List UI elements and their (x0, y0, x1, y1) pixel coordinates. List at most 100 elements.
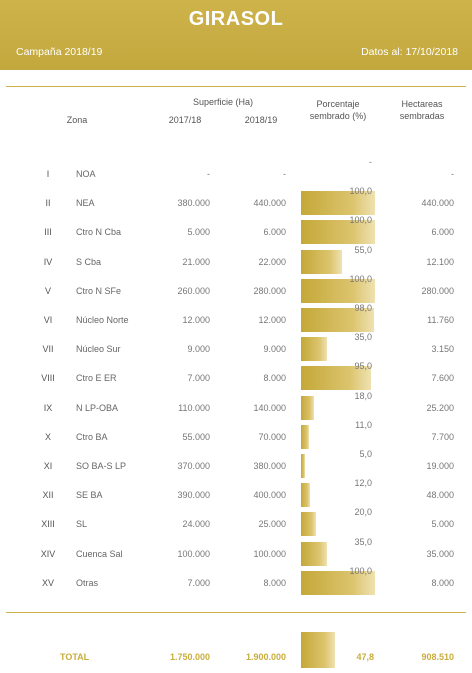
table-row: VI Núcleo Norte 12.000 12.000 98,0 11.760 (0, 303, 472, 332)
surface-2017: 24.000 (182, 519, 210, 530)
pct-cell: - (301, 157, 375, 186)
total-pct-bar (301, 632, 335, 668)
zone-number: VIII (41, 373, 55, 384)
surface-2017: 110.000 (178, 402, 210, 413)
pct-value: 100,0 (349, 215, 372, 226)
pct-value: 100,0 (349, 565, 372, 576)
header-banner: GIRASOL Campaña 2018/19 Datos al: 17/10/… (0, 0, 472, 70)
table-row: XV Otras 7.000 8.000 100,0 8.000 (0, 566, 472, 595)
surface-2017: 12.000 (182, 315, 210, 325)
table-row: XII SE BA 390.000 400.000 12,0 48.000 (0, 478, 472, 508)
pct-cell: 98,0 (301, 303, 375, 332)
table-row: I NOA - - - - (0, 157, 472, 186)
pct-value: 18,0 (354, 390, 372, 401)
surface-2017: - (207, 169, 210, 179)
surface-2018: 280.000 (253, 285, 286, 296)
ha-sown: 35.000 (426, 548, 454, 559)
ha-sown: 8.000 (431, 577, 454, 588)
pct-value: - (369, 157, 372, 167)
surface-2017: 260.000 (177, 285, 210, 296)
zone-name: NOA (76, 169, 96, 179)
ha-sown: 48.000 (426, 490, 454, 501)
ha-sown: 19.000 (426, 461, 454, 471)
pct-value: 12,0 (354, 478, 372, 489)
table-row: V Ctro N SFe 260.000 280.000 100,0 280.000 (0, 274, 472, 303)
total-ha: 908.510 (421, 652, 454, 662)
ha-sown: 280.000 (421, 285, 454, 296)
surface-2018: 9.000 (263, 344, 286, 355)
pct-cell: 100,0 (301, 215, 375, 245)
table-row: XIV Cuenca Sal 100.000 100.000 35,0 35.000 (0, 537, 472, 566)
zone-name: S Cba (76, 256, 102, 267)
zone-name: NEA (76, 198, 95, 209)
pct-bar (301, 395, 315, 420)
ha-sown: 7.700 (431, 431, 454, 442)
pct-bar (301, 454, 305, 478)
pct-cell: 12,0 (301, 478, 375, 508)
pct-bar (301, 512, 316, 537)
pct-bar (301, 278, 375, 303)
zone-number: XII (42, 490, 54, 501)
surface-2018: 6.000 (263, 227, 286, 238)
zone-number: XIV (40, 548, 56, 559)
ha-sown: 3.150 (431, 344, 454, 355)
ha-sown: 440.000 (421, 198, 454, 209)
total-label: TOTAL (60, 652, 90, 662)
ha-sown: - (451, 169, 454, 179)
total-2018: 1.900.000 (245, 652, 286, 662)
ha-header: Hectareas sembradas (382, 98, 462, 122)
pct-bar (301, 483, 310, 508)
pct-cell: 35,0 (301, 332, 375, 362)
total-divider (6, 612, 466, 613)
zone-name: Núcleo Sur (76, 344, 121, 355)
zone-number: XV (41, 577, 54, 588)
pct-value: 100,0 (349, 186, 372, 197)
pct-bar (301, 249, 342, 274)
zone-name: Ctro N SFe (76, 285, 122, 296)
surface-2018: 22.000 (258, 256, 286, 267)
zone-name: Núcleo Norte (76, 315, 129, 325)
ha-header-line2: sembradas (399, 111, 445, 121)
surface-2017: 100.000 (177, 548, 210, 559)
pct-value: 20,0 (354, 507, 372, 518)
table-row: IV S Cba 21.000 22.000 55,0 12.100 (0, 245, 472, 274)
pct-cell: 100,0 (301, 186, 375, 216)
zone-number: X (44, 431, 51, 442)
pct-cell: 95,0 (301, 361, 375, 391)
surface-2018: 380.000 (253, 461, 286, 471)
ha-sown: 25.200 (426, 402, 454, 413)
surface-2018: 140.000 (253, 402, 286, 413)
pct-value: 95,0 (354, 361, 372, 372)
pct-bar (301, 541, 327, 566)
pct-bar (301, 191, 375, 216)
surface-2018: 400.000 (253, 490, 286, 501)
zone-name: Otras (76, 577, 99, 588)
pct-value: 5,0 (359, 449, 372, 459)
zone-number: IV (43, 256, 53, 267)
table-row: VIII Ctro E ER 7.000 8.000 95,0 7.600 (0, 361, 472, 391)
ha-sown: 7.600 (431, 373, 454, 384)
surface-2018: 12.000 (258, 315, 286, 325)
pct-cell: 100,0 (301, 566, 375, 595)
superficie-header: Superficie (Ha) (192, 97, 254, 107)
zone-number: V (44, 285, 51, 296)
pct-cell: 100,0 (301, 274, 375, 303)
pct-bar (301, 366, 372, 391)
year2-header: 2018/19 (244, 115, 278, 125)
pct-header: Porcentaje sembrado (%) (296, 98, 380, 122)
zone-name: SO BA-S LP (76, 461, 127, 471)
year1-header: 2017/18 (168, 115, 202, 125)
total-pct: 47,8 (356, 652, 374, 662)
total-2017: 1.750.000 (169, 652, 210, 662)
table-row: IX N LP-OBA 110.000 140.000 18,0 25.200 (0, 391, 472, 420)
pct-value: 98,0 (354, 303, 372, 313)
pct-cell: 11,0 (301, 420, 375, 449)
pct-cell: 35,0 (301, 537, 375, 566)
zone-name: N LP-OBA (76, 402, 119, 413)
surface-2018: 100.000 (253, 548, 286, 559)
surface-2017: 7.000 (187, 577, 210, 588)
zone-name: Ctro E ER (76, 373, 117, 384)
table-row: VII Núcleo Sur 9.000 9.000 35,0 3.150 (0, 332, 472, 362)
surface-2017: 21.000 (182, 256, 210, 267)
surface-2018: 25.000 (258, 519, 286, 530)
